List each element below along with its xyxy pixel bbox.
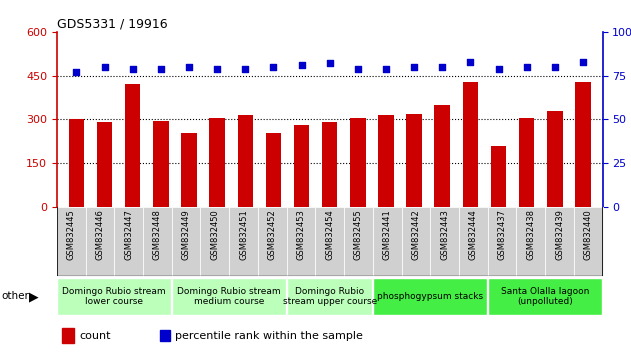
Text: GSM832445: GSM832445 <box>67 209 76 260</box>
FancyBboxPatch shape <box>172 278 286 315</box>
Point <box>465 59 475 64</box>
Point <box>127 66 138 72</box>
Bar <box>125 85 141 207</box>
FancyBboxPatch shape <box>373 207 401 276</box>
Text: GDS5331 / 19916: GDS5331 / 19916 <box>57 18 167 31</box>
Point <box>381 66 391 72</box>
Point <box>550 64 560 70</box>
Text: GSM832449: GSM832449 <box>182 209 191 260</box>
Bar <box>519 118 534 207</box>
Text: GSM832440: GSM832440 <box>584 209 593 260</box>
Bar <box>160 330 170 341</box>
FancyBboxPatch shape <box>545 207 574 276</box>
Point <box>184 64 194 70</box>
Text: Domingo Rubio
stream upper course: Domingo Rubio stream upper course <box>283 287 377 306</box>
Text: GSM832453: GSM832453 <box>297 209 305 260</box>
Point <box>100 64 110 70</box>
FancyBboxPatch shape <box>229 207 258 276</box>
Bar <box>491 146 506 207</box>
FancyBboxPatch shape <box>344 207 373 276</box>
Text: Domingo Rubio stream
lower course: Domingo Rubio stream lower course <box>62 287 166 306</box>
Bar <box>322 122 338 207</box>
Bar <box>209 118 225 207</box>
Text: ▶: ▶ <box>29 290 38 303</box>
Text: GSM832437: GSM832437 <box>498 209 507 260</box>
Text: GSM832439: GSM832439 <box>555 209 564 260</box>
Text: GSM832438: GSM832438 <box>526 209 535 260</box>
Text: GSM832448: GSM832448 <box>153 209 162 260</box>
Point <box>353 66 363 72</box>
Point <box>437 64 447 70</box>
Text: GSM832451: GSM832451 <box>239 209 248 260</box>
FancyBboxPatch shape <box>373 278 487 315</box>
Point <box>156 66 166 72</box>
FancyBboxPatch shape <box>201 207 229 276</box>
Text: GSM832443: GSM832443 <box>440 209 449 260</box>
FancyBboxPatch shape <box>316 207 344 276</box>
Bar <box>181 133 197 207</box>
Text: Domingo Rubio stream
medium course: Domingo Rubio stream medium course <box>177 287 281 306</box>
Text: GSM832454: GSM832454 <box>325 209 334 260</box>
Text: GSM832444: GSM832444 <box>469 209 478 260</box>
Bar <box>69 120 84 207</box>
Bar <box>575 81 591 207</box>
FancyBboxPatch shape <box>401 207 430 276</box>
Bar <box>266 133 281 207</box>
Bar <box>237 115 253 207</box>
Bar <box>435 105 450 207</box>
FancyBboxPatch shape <box>114 207 143 276</box>
FancyBboxPatch shape <box>286 278 372 315</box>
FancyBboxPatch shape <box>488 207 516 276</box>
Text: phosphogypsum stacks: phosphogypsum stacks <box>377 292 483 301</box>
Point <box>493 66 504 72</box>
Text: count: count <box>80 331 111 341</box>
FancyBboxPatch shape <box>57 278 171 315</box>
Point <box>297 62 307 68</box>
Text: other: other <box>1 291 29 302</box>
Bar <box>62 329 74 343</box>
FancyBboxPatch shape <box>172 207 201 276</box>
Text: GSM832450: GSM832450 <box>210 209 220 260</box>
Bar <box>406 114 422 207</box>
Text: Santa Olalla lagoon
(unpolluted): Santa Olalla lagoon (unpolluted) <box>501 287 589 306</box>
FancyBboxPatch shape <box>574 207 603 276</box>
Point <box>325 61 335 66</box>
FancyBboxPatch shape <box>430 207 459 276</box>
Point <box>240 66 251 72</box>
Bar <box>378 115 394 207</box>
FancyBboxPatch shape <box>286 207 316 276</box>
Bar <box>463 81 478 207</box>
FancyBboxPatch shape <box>459 207 488 276</box>
Point <box>212 66 222 72</box>
Bar <box>153 121 168 207</box>
FancyBboxPatch shape <box>488 278 602 315</box>
FancyBboxPatch shape <box>258 207 286 276</box>
FancyBboxPatch shape <box>57 207 86 276</box>
Point <box>268 64 278 70</box>
Text: GSM832442: GSM832442 <box>411 209 420 260</box>
FancyBboxPatch shape <box>143 207 172 276</box>
Point <box>71 69 81 75</box>
Text: GSM832452: GSM832452 <box>268 209 277 260</box>
Bar <box>97 122 112 207</box>
FancyBboxPatch shape <box>86 207 114 276</box>
Point <box>578 59 588 64</box>
Text: GSM832447: GSM832447 <box>124 209 133 260</box>
Bar <box>350 118 365 207</box>
Text: GSM832446: GSM832446 <box>95 209 104 260</box>
Bar <box>547 111 562 207</box>
FancyBboxPatch shape <box>516 207 545 276</box>
Text: GSM832455: GSM832455 <box>354 209 363 260</box>
Text: percentile rank within the sample: percentile rank within the sample <box>175 331 363 341</box>
Point <box>409 64 419 70</box>
Bar <box>294 125 309 207</box>
Text: GSM832441: GSM832441 <box>382 209 392 260</box>
Point <box>522 64 532 70</box>
